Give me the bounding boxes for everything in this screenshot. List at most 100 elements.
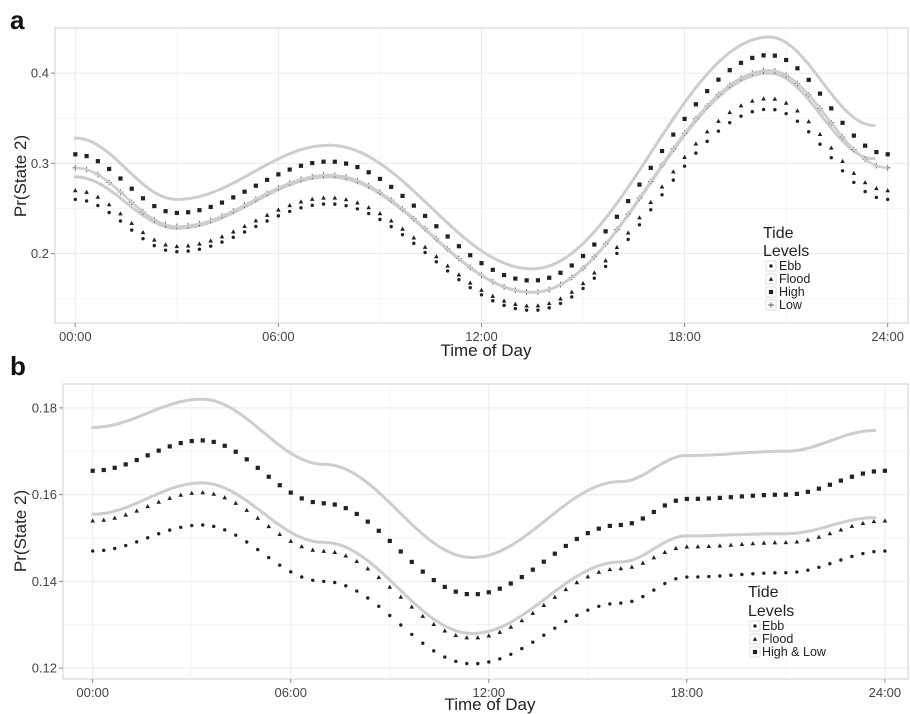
panel-b-ebb-point — [256, 547, 260, 552]
panel-b-ebb-point — [751, 572, 755, 576]
panel-a-high-point — [659, 148, 665, 154]
panel-a-high-point — [197, 208, 202, 213]
panel-a-ebb-point — [682, 164, 687, 168]
panel-b-flood-point — [574, 580, 580, 585]
panel-a-ebb-point — [750, 110, 754, 114]
panel-b-high-and-low-point — [365, 519, 370, 524]
panel-a-flood-point — [490, 293, 496, 298]
panel-b-ebb-point — [102, 548, 106, 553]
panel-a-high-point — [400, 193, 405, 198]
panel-b-flood-point — [167, 495, 173, 500]
panel-b-high-and-low-point — [640, 516, 645, 521]
panel-a-high-point — [422, 213, 428, 218]
panel-b-high-and-low-point — [706, 496, 711, 501]
panel-a-high-point — [784, 57, 789, 63]
panel-a-flood-point — [253, 218, 259, 223]
panel-b-flood-point — [420, 613, 426, 618]
panel-b-flood-point — [343, 553, 349, 558]
panel-a-flood-point — [558, 296, 563, 301]
panel-a-ebb-point — [705, 139, 709, 144]
panel-b-ebb-point — [278, 563, 282, 567]
panel-b-flood-point — [640, 560, 646, 565]
panel-b-ebb-point — [421, 641, 425, 645]
panel-b-high-and-low-point — [112, 465, 117, 470]
panel-b-bands — [91, 397, 877, 635]
panel-a-series-high — [73, 53, 890, 283]
panel-b-ebb-point — [443, 655, 447, 659]
panel-a-flood-point — [456, 272, 462, 277]
panel-b-flood-point — [244, 507, 250, 512]
panel-b-high-and-low-point — [222, 443, 227, 448]
panel-b-x-tick-label: 18:00 — [671, 685, 704, 700]
panel-a-ebb-point — [299, 206, 303, 210]
panel-b-flood-point — [838, 527, 844, 532]
panel-a-legend-label-low: Low — [779, 298, 803, 312]
panel-a-band-line-1 — [73, 35, 876, 271]
panel-a-ebb-point — [660, 193, 664, 197]
panel-a-legend-label-ebb: Ebb — [779, 259, 801, 273]
panel-a-y-tick-label: 0.4 — [31, 66, 49, 81]
panel-b-flood-point — [728, 542, 734, 547]
panel-a-flood-point — [73, 188, 78, 193]
panel-a-ebb-point — [242, 230, 247, 234]
panel-b-flood-point — [607, 567, 613, 572]
panel-a-flood-point — [795, 108, 800, 113]
panel-b-flood-point — [233, 500, 239, 505]
panel-a-high-point — [874, 149, 879, 155]
panel-a-ebb-point — [107, 210, 111, 215]
panel-a-flood-point — [321, 195, 326, 200]
panel-a-high-point — [445, 234, 450, 239]
panel-a-flood-point — [479, 287, 484, 292]
panel-a-flood-point — [140, 230, 146, 235]
panel-b-flood-point — [398, 594, 404, 599]
panel-b-flood-point — [200, 490, 206, 495]
panel-a-high-point — [671, 132, 676, 137]
panel-a-ebb-point — [536, 308, 540, 312]
panel-b-high-and-low-point — [277, 483, 282, 488]
panel-b-high-and-low-point — [563, 543, 568, 549]
panel-b-high-and-low-point — [541, 559, 546, 564]
panel-b-high-and-low-point — [871, 469, 876, 474]
panel-a-ebb-point — [491, 299, 495, 303]
panel-b-legend-label-ebb: Ebb — [762, 619, 784, 633]
panel-a-ebb-point — [592, 276, 597, 280]
panel-a-high-point — [389, 184, 394, 190]
panel-b-flood-point — [90, 518, 96, 523]
panel-a-ebb-point — [310, 203, 314, 208]
panel-a-flood-point — [276, 207, 281, 212]
panel-a-flood-point — [659, 184, 665, 189]
panel-b-flood-point — [541, 602, 547, 607]
panel-a-ebb-point — [885, 197, 890, 202]
panel-a-flood-point — [727, 109, 733, 115]
panel-b-high-and-low-point — [739, 494, 744, 499]
panel-a-legend-label-high: High — [779, 285, 805, 299]
panel-b-ebb-point — [641, 594, 645, 599]
panel-a-high-point — [648, 165, 653, 170]
panel-b-plot-area — [62, 383, 909, 680]
panel-b-ebb-point — [179, 525, 183, 529]
panel-b-x-tick-label: 06:00 — [274, 685, 307, 700]
panel-a-ebb-point — [818, 142, 822, 146]
panel-b-ebb-point — [487, 660, 491, 664]
panel-b-flood-point — [585, 574, 591, 579]
panel-a-high-point — [761, 53, 766, 58]
panel-b-ebb-point — [597, 604, 601, 609]
panel-a-flood-point — [151, 237, 157, 242]
panel-b-flood-point — [255, 515, 261, 520]
panel-a-ebb-point — [626, 237, 630, 242]
panel-a-high-point — [107, 166, 112, 172]
panel-b-high-and-low-point — [728, 495, 733, 500]
panel-b-flood-point — [508, 624, 514, 629]
panel-a-series-flood — [73, 96, 890, 308]
panel-a-flood-point — [467, 280, 473, 285]
panel-a-ebb-point — [389, 224, 393, 229]
panel-a-flood-point — [783, 100, 789, 105]
panel-a-flood-point — [569, 289, 575, 294]
panel-a-flood-point — [219, 234, 225, 239]
panel-b-letter: b — [10, 351, 26, 381]
panel-b-high-and-low-point — [552, 551, 557, 556]
panel-b-ebb-point — [355, 589, 359, 593]
panel-b-flood-point — [618, 566, 624, 571]
panel-b-high-and-low-point — [816, 486, 821, 491]
panel-b-high-and-low-point — [299, 496, 304, 501]
